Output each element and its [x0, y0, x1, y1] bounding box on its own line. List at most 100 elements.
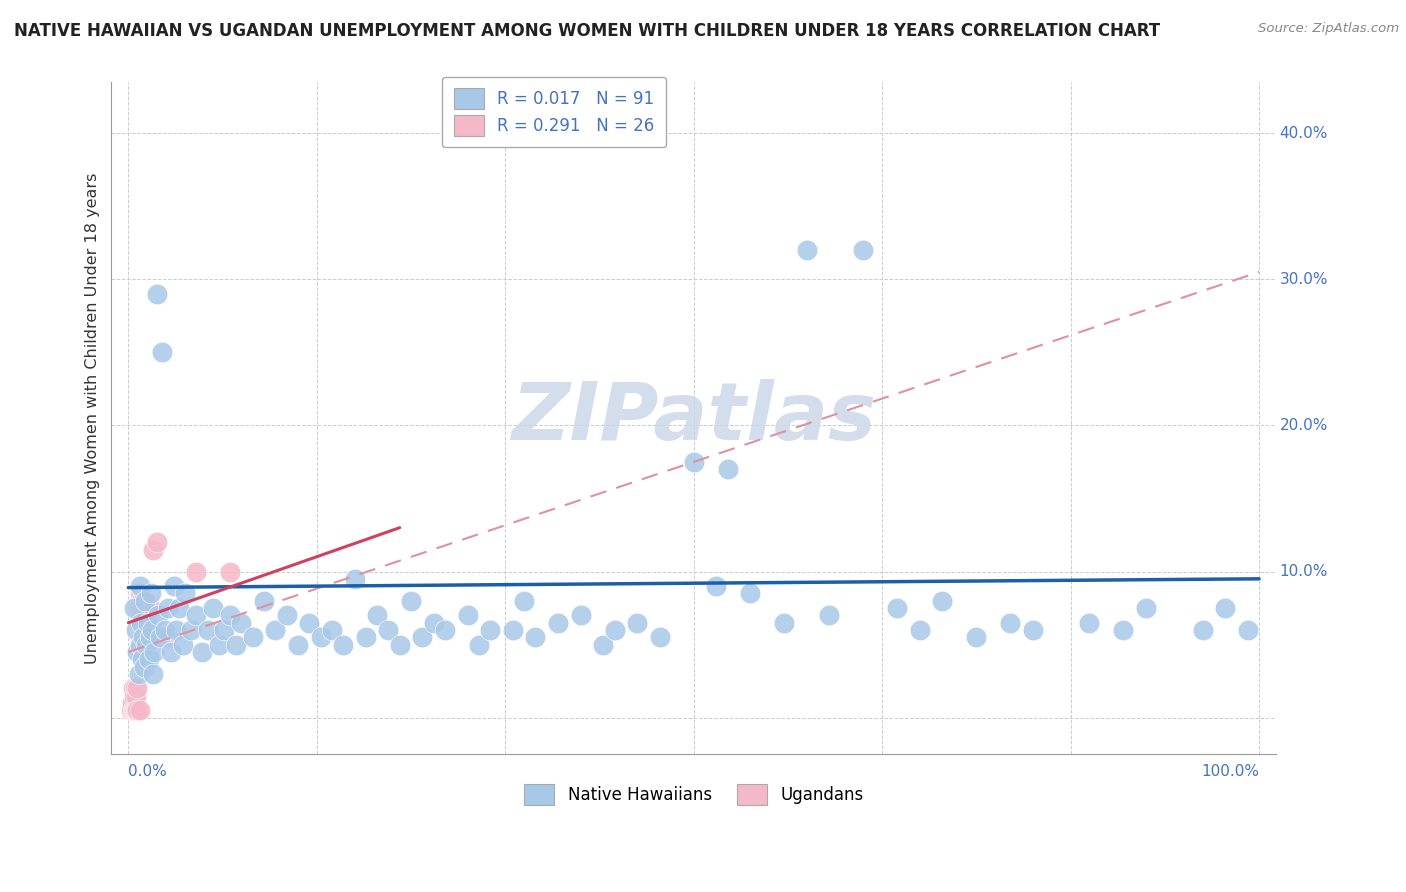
Point [149, 630, 172, 644]
Point [128, 638, 150, 652]
Point [124, 681, 146, 696]
Point [399, 593, 422, 607]
Point [129, 593, 152, 607]
Point [513, 593, 536, 607]
Point [139, 630, 162, 644]
Point [422, 615, 444, 630]
Point [298, 615, 321, 630]
Point [141, 623, 163, 637]
Point [309, 630, 332, 644]
Point [139, 586, 162, 600]
Point [704, 579, 727, 593]
Point [172, 638, 194, 652]
Point [648, 630, 671, 644]
Point [127, 681, 149, 696]
Point [457, 608, 479, 623]
Point [886, 601, 908, 615]
Point [122, 681, 145, 696]
Text: 20.0%: 20.0% [1279, 417, 1327, 433]
Point [125, 623, 148, 637]
Point [122, 601, 145, 615]
Point [1213, 601, 1236, 615]
Point [796, 243, 818, 257]
Point [135, 608, 157, 623]
Point [502, 623, 524, 637]
Point [388, 638, 411, 652]
Point [569, 608, 592, 623]
Point [122, 703, 145, 717]
Point [139, 601, 162, 615]
Point [287, 638, 309, 652]
Point [121, 696, 143, 710]
Point [153, 623, 176, 637]
Point [120, 703, 142, 717]
Point [156, 630, 179, 644]
Point [122, 703, 145, 717]
Point [131, 652, 153, 666]
Point [740, 586, 762, 600]
Point [127, 703, 149, 717]
Point [908, 623, 931, 637]
Point [852, 243, 875, 257]
Point [127, 645, 149, 659]
Point [626, 615, 648, 630]
Point [202, 601, 225, 615]
Point [1236, 623, 1258, 637]
Point [143, 645, 166, 659]
Point [131, 601, 153, 615]
Point [122, 689, 145, 703]
Point [128, 703, 150, 717]
Text: NATIVE HAWAIIAN VS UGANDAN UNEMPLOYMENT AMONG WOMEN WITH CHILDREN UNDER 18 YEARS: NATIVE HAWAIIAN VS UGANDAN UNEMPLOYMENT … [14, 22, 1160, 40]
Point [1135, 601, 1157, 615]
Point [128, 579, 150, 593]
Point [931, 593, 953, 607]
Point [231, 615, 253, 630]
Point [468, 638, 491, 652]
Point [124, 703, 146, 717]
Point [264, 623, 287, 637]
Point [225, 638, 247, 652]
Text: ZIPatlas: ZIPatlas [512, 379, 876, 457]
Point [354, 630, 377, 644]
Point [1022, 623, 1045, 637]
Point [145, 286, 167, 301]
Legend: Native Hawaiians, Ugandans: Native Hawaiians, Ugandans [516, 776, 872, 814]
Point [136, 615, 159, 630]
Point [366, 608, 388, 623]
Point [603, 623, 626, 637]
Text: 40.0%: 40.0% [1279, 126, 1327, 141]
Point [332, 638, 354, 652]
Point [773, 615, 796, 630]
Point [1078, 615, 1101, 630]
Point [524, 630, 547, 644]
Point [1112, 623, 1135, 637]
Point [191, 645, 214, 659]
Point [818, 608, 841, 623]
Text: 10.0%: 10.0% [1279, 564, 1327, 579]
Point [682, 455, 704, 469]
Point [242, 630, 264, 644]
Point [138, 652, 160, 666]
Point [186, 565, 208, 579]
Point [165, 623, 187, 637]
Point [186, 608, 208, 623]
Point [128, 586, 150, 600]
Point [129, 615, 152, 630]
Point [1191, 623, 1213, 637]
Point [214, 623, 236, 637]
Point [125, 703, 148, 717]
Point [160, 645, 183, 659]
Point [1000, 615, 1022, 630]
Point [134, 615, 156, 630]
Point [132, 630, 155, 644]
Point [253, 593, 276, 607]
Point [162, 579, 184, 593]
Point [135, 638, 157, 652]
Point [276, 608, 298, 623]
Point [547, 615, 569, 630]
Point [145, 535, 167, 549]
Text: 100.0%: 100.0% [1201, 764, 1260, 780]
Point [219, 608, 242, 623]
Point [146, 608, 169, 623]
Point [208, 638, 231, 652]
